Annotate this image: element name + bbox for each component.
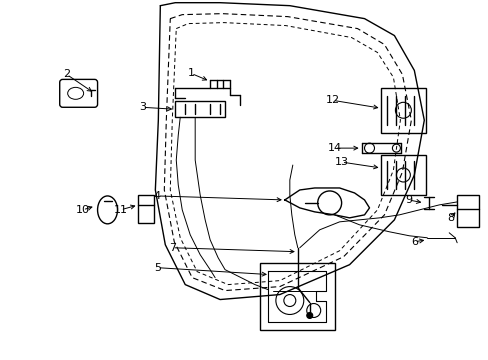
Text: 12: 12 <box>325 95 339 105</box>
Text: 9: 9 <box>404 195 411 205</box>
Text: 7: 7 <box>168 243 176 253</box>
Text: 11: 11 <box>113 205 127 215</box>
Text: 5: 5 <box>154 263 161 273</box>
Bar <box>175 101 224 117</box>
Bar <box>138 195 154 223</box>
Bar <box>381 155 426 195</box>
Text: 10: 10 <box>76 205 89 215</box>
Text: 3: 3 <box>139 102 145 112</box>
Text: 14: 14 <box>327 143 341 153</box>
Bar <box>260 263 334 330</box>
Text: 2: 2 <box>63 69 70 80</box>
Text: 4: 4 <box>153 191 161 201</box>
Bar <box>456 195 478 227</box>
Circle shape <box>306 312 312 319</box>
Text: 8: 8 <box>447 213 454 223</box>
Bar <box>381 88 426 133</box>
Text: 13: 13 <box>334 157 348 167</box>
Text: 1: 1 <box>187 68 194 78</box>
Text: 6: 6 <box>410 237 417 247</box>
